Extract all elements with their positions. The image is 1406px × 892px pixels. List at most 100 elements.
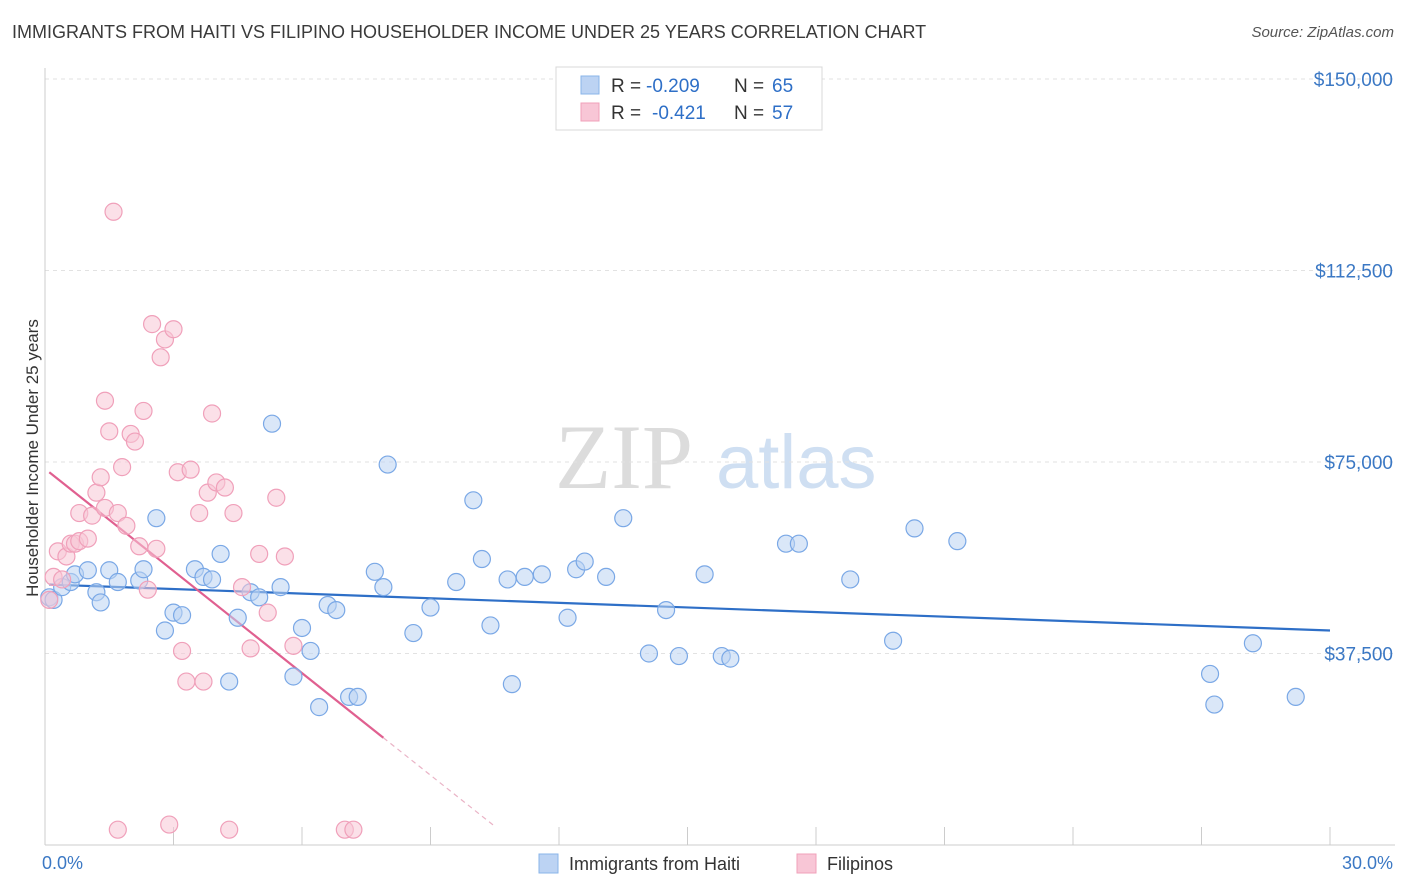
point-filipinos-52 [344,820,363,839]
point-haiti-59 [789,534,808,553]
chart-title: IMMIGRANTS FROM HAITI VS FILIPINO HOUSEH… [12,22,927,42]
watermark-zip: ZIP [555,406,693,508]
point-haiti-43 [498,570,517,589]
bottom-legend-label-haiti: Immigrants from Haiti [569,854,740,874]
legend-r-label-haiti: R = [611,76,641,97]
bottom-legend-swatch-filipinos [796,853,817,874]
legend-n-label-filipinos: N = [734,103,764,124]
point-haiti-53 [656,600,676,620]
point-haiti-11 [134,560,153,579]
point-filipinos-39 [215,478,234,497]
gridlines [45,78,1395,654]
point-haiti-9 [108,572,127,592]
point-filipinos-13 [95,391,115,410]
point-filipinos-23 [134,401,153,421]
point-filipinos-32 [177,672,196,691]
point-haiti-28 [301,641,320,661]
point-haiti-64 [1200,664,1220,684]
legend-n-label-haiti: N = [734,76,764,97]
point-haiti-24 [262,414,282,433]
point-filipinos-24 [138,580,157,599]
point-filipinos-22 [130,537,149,556]
point-haiti-57 [721,649,740,668]
legend-n-value-filipinos: 57 [772,103,793,124]
point-haiti-27 [292,618,312,638]
point-filipinos-15 [100,422,119,441]
legend-r-value-filipinos: -0.421 [652,103,706,124]
point-haiti-61 [883,631,903,650]
legend-n-value-haiti: 65 [772,76,793,97]
point-filipinos-40 [224,503,243,523]
point-haiti-41 [472,549,491,569]
chart-source: Source: ZipAtlas.com [1251,24,1394,41]
point-haiti-36 [378,455,397,474]
point-filipinos-33 [181,460,200,479]
y-tick-label-0: $150,000 [1314,70,1393,91]
point-filipinos-21 [125,432,145,451]
point-filipinos-3 [53,570,72,589]
point-haiti-51 [614,509,633,528]
point-haiti-5 [78,561,97,580]
y-tick-label-3: $37,500 [1324,645,1393,666]
point-haiti-20 [220,672,239,691]
point-haiti-15 [172,606,192,625]
bottom-legend-label-filipinos: Filipinos [827,854,893,874]
point-haiti-29 [310,698,329,717]
y-tick-labels: $150,000 $112,500 $75,000 $37,500 [1314,70,1393,666]
trend-lines [48,471,1331,827]
point-filipinos-18 [112,458,132,477]
legend-box [555,66,823,131]
legend-r-label-filipinos: R = [611,103,641,124]
point-haiti-33 [348,687,367,707]
point-haiti-63 [948,532,967,551]
data-points [40,202,1305,839]
point-haiti-47 [558,608,577,627]
point-filipinos-16 [104,202,123,221]
point-haiti-39 [447,572,466,592]
point-filipinos-43 [250,544,269,564]
point-haiti-54 [669,646,689,666]
point-filipinos-34 [190,503,209,523]
point-haiti-65 [1205,695,1224,714]
point-haiti-45 [515,567,534,587]
legend-swatch-filipinos [580,102,600,122]
point-filipinos-41 [232,578,252,597]
point-haiti-23 [250,588,269,607]
trend-line-filipinos-extension [383,737,496,827]
point-haiti-67 [1286,687,1305,707]
legend-r-value-haiti: -0.209 [646,76,700,97]
point-filipinos-47 [284,636,303,655]
point-haiti-19 [211,544,230,564]
point-filipinos-9 [78,529,97,548]
x-tick-label-min: 0.0% [42,853,83,873]
point-haiti-12 [147,509,166,528]
point-filipinos-49 [160,815,179,834]
point-filipinos-31 [172,641,192,661]
point-filipinos-17 [108,503,127,523]
point-filipinos-26 [147,539,166,558]
x-tick-label-max: 30.0% [1342,853,1393,873]
point-haiti-13 [155,621,175,640]
point-haiti-37 [404,623,423,643]
point-haiti-38 [421,598,440,617]
point-haiti-34 [365,562,384,581]
point-filipinos-19 [117,516,136,535]
point-filipinos-0 [40,590,59,609]
point-filipinos-37 [202,404,222,423]
legend: R = -0.209 N = 65 R = -0.421 N = 57 [555,66,823,131]
point-filipinos-48 [108,820,127,839]
point-haiti-40 [464,491,483,510]
point-haiti-66 [1243,634,1263,653]
point-filipinos-42 [241,639,260,658]
point-haiti-26 [284,667,303,686]
point-filipinos-11 [87,483,106,502]
y-tick-label-2: $75,000 [1324,453,1393,474]
point-filipinos-50 [220,820,239,839]
y-tick-label-1: $112,500 [1315,262,1393,283]
point-haiti-55 [695,565,714,584]
point-haiti-31 [327,600,346,620]
point-filipinos-27 [151,348,170,367]
legend-swatch-haiti [580,75,600,95]
point-filipinos-12 [91,468,110,487]
point-haiti-46 [532,565,551,584]
